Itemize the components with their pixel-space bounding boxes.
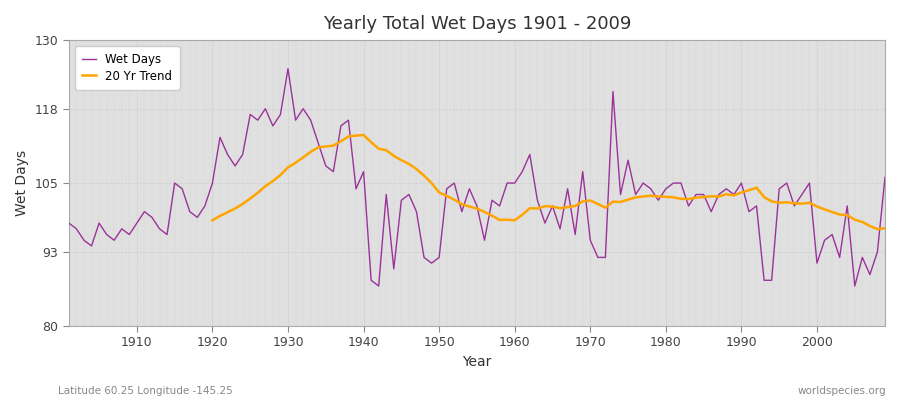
X-axis label: Year: Year: [463, 355, 491, 369]
Text: worldspecies.org: worldspecies.org: [798, 386, 886, 396]
Wet Days: [525, 152, 535, 157]
Text: Latitude 60.25 Longitude -145.25: Latitude 60.25 Longitude -145.25: [58, 386, 233, 396]
Wet Days: [283, 66, 293, 71]
Wet Days: [879, 175, 890, 180]
Line: 20 Yr Trend: 20 Yr Trend: [212, 135, 885, 229]
20 Yr Trend: [418, 173, 429, 178]
20 Yr Trend: [857, 220, 868, 224]
20 Yr Trend: [683, 197, 694, 202]
20 Yr Trend: [774, 200, 785, 205]
Wet Days: [343, 118, 354, 122]
20 Yr Trend: [298, 155, 309, 160]
Wet Days: [63, 221, 74, 226]
Legend: Wet Days, 20 Yr Trend: Wet Days, 20 Yr Trend: [75, 46, 179, 90]
20 Yr Trend: [789, 201, 800, 206]
20 Yr Trend: [207, 218, 218, 223]
Wet Days: [615, 192, 626, 197]
20 Yr Trend: [358, 133, 369, 138]
Title: Yearly Total Wet Days 1901 - 2009: Yearly Total Wet Days 1901 - 2009: [323, 15, 631, 33]
Y-axis label: Wet Days: Wet Days: [15, 150, 29, 216]
Line: Wet Days: Wet Days: [68, 69, 885, 286]
Wet Days: [298, 106, 309, 111]
Wet Days: [374, 284, 384, 288]
20 Yr Trend: [872, 227, 883, 232]
Wet Days: [517, 169, 527, 174]
20 Yr Trend: [879, 226, 890, 231]
Wet Days: [124, 232, 135, 237]
